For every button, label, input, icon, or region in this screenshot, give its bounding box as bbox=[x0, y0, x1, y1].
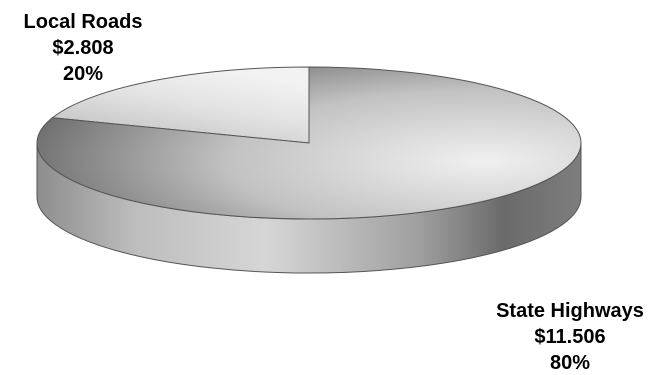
slice-value-local-roads: $2.808 bbox=[52, 37, 113, 59]
pie-slice-state-highways bbox=[36, 66, 582, 220]
slice-label-local-roads: Local Roads bbox=[24, 11, 143, 33]
slice-value-state-highways: $11.506 bbox=[534, 326, 605, 348]
slice-label-state-highways: State Highways bbox=[496, 300, 644, 322]
slice-percent-local-roads: 20% bbox=[63, 63, 103, 85]
slice-percent-state-highways: 80% bbox=[550, 352, 590, 374]
